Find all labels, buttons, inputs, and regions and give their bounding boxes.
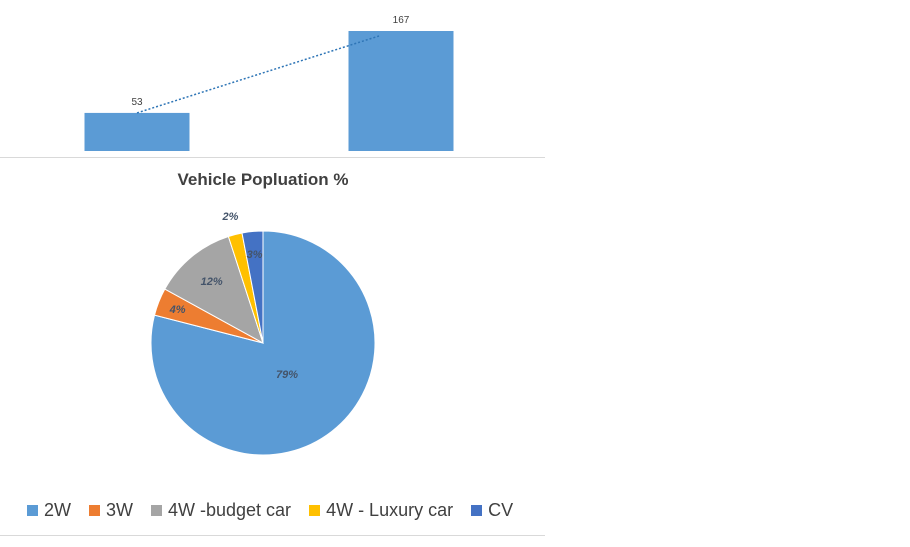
bar	[348, 31, 454, 151]
legend-swatch	[471, 505, 483, 516]
bar-data-label: 53	[131, 97, 143, 108]
legend-label: 4W - Luxury car	[326, 500, 454, 520]
bar-chart: 53 167	[84, 15, 454, 151]
legend-label: CV	[488, 500, 514, 520]
legend-swatch	[27, 505, 38, 516]
bar	[84, 112, 190, 151]
pie-chart-title: Vehicle Popluation %	[177, 170, 349, 189]
legend-item: 3W	[89, 500, 133, 521]
pie-data-label: 79%	[276, 369, 298, 381]
pie-legend: 2W 3W 4W -budget car 4W - Luxury car CV	[27, 500, 531, 521]
legend-swatch	[89, 505, 100, 516]
pie-data-label: 12%	[201, 276, 223, 288]
legend-label: 2W	[44, 500, 71, 520]
pie-data-label: 3%	[247, 249, 263, 261]
chart-divider	[0, 157, 545, 158]
legend-item: 4W - Luxury car	[309, 500, 453, 521]
legend-label: 4W -budget car	[168, 500, 292, 520]
pie-data-label: 4%	[169, 304, 186, 316]
pie-chart: 79% 4% 12% 2% 3%	[150, 211, 376, 456]
legend-item: 4W -budget car	[151, 500, 291, 521]
trendline	[136, 35, 380, 114]
legend-swatch	[309, 505, 321, 516]
legend-swatch	[151, 505, 162, 516]
legend-label: 3W	[106, 500, 133, 520]
legend-item: 2W	[27, 500, 71, 521]
chart-divider	[0, 535, 545, 536]
pie-data-label: 2%	[221, 211, 238, 223]
pie-slice	[164, 235, 264, 345]
bar-data-label: 167	[393, 15, 410, 26]
pie-slice	[150, 230, 376, 456]
pie-slice	[241, 230, 264, 344]
legend-item: CV	[471, 500, 513, 521]
